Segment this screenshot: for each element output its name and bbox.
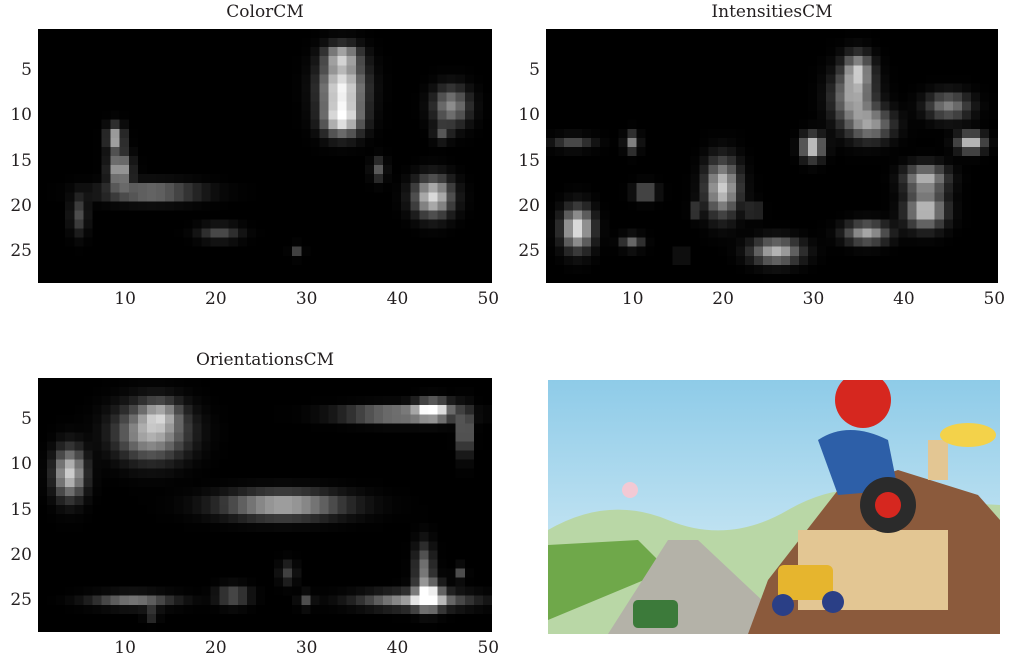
heatmap-plot	[38, 378, 492, 632]
x-tick-label: 20	[205, 638, 227, 658]
x-tick-label: 40	[386, 289, 409, 309]
x-tick-label: 20	[712, 289, 734, 309]
mario-hat	[835, 380, 891, 428]
kart-opponent	[778, 565, 833, 600]
chart-title: IntensitiesCM	[711, 2, 833, 22]
heatmap-image	[546, 29, 998, 283]
y-tick-label: 10	[518, 105, 540, 126]
x-tick-label: 50	[477, 289, 500, 309]
x-tick-label: 40	[893, 289, 915, 309]
opponent-wheel	[822, 591, 844, 613]
y-tick-label: 15	[10, 150, 32, 171]
kart-wheel-hub	[875, 492, 901, 518]
y-tick-label: 20	[518, 195, 540, 216]
chart-title: ColorCM	[226, 2, 304, 22]
x-tick-label: 50	[983, 289, 1006, 309]
y-tick-label: 15	[10, 499, 32, 520]
exhaust-flame	[940, 423, 996, 447]
x-tick-label: 10	[114, 638, 136, 658]
y-tick-label: 25	[518, 241, 540, 262]
y-tick-label: 10	[10, 454, 32, 475]
game-screenshot-image	[548, 380, 1000, 634]
opponent-wheel	[772, 594, 794, 616]
grass-left	[548, 540, 668, 620]
x-tick-label: 10	[114, 289, 136, 309]
kart-racing-scene	[548, 380, 1000, 634]
heatmap-image	[38, 378, 492, 632]
heatmap-plot	[38, 29, 492, 283]
y-tick-label: 25	[10, 590, 32, 611]
y-tick-label: 20	[10, 195, 32, 216]
x-tick-label: 40	[386, 638, 409, 658]
x-tick-label: 10	[621, 289, 644, 309]
tower	[928, 440, 948, 480]
y-tick-label: 15	[518, 150, 540, 171]
y-tick-label: 20	[10, 544, 32, 565]
y-tick-label: 5	[21, 59, 32, 80]
mario-overalls	[818, 430, 898, 495]
heatmap-plot	[546, 29, 998, 283]
x-tick-label: 30	[295, 638, 318, 658]
kart-green	[633, 600, 678, 628]
y-tick-label: 10	[10, 105, 32, 126]
y-tick-label: 25	[10, 241, 32, 262]
y-tick-label: 5	[529, 59, 540, 80]
x-tick-label: 30	[295, 289, 318, 309]
peach-kart	[622, 482, 638, 498]
x-tick-label: 20	[205, 289, 227, 309]
y-tick-label: 5	[21, 408, 32, 429]
heatmap-image	[38, 29, 492, 283]
x-tick-label: 50	[477, 638, 500, 658]
x-tick-label: 30	[802, 289, 825, 309]
chart-title: OrientationsCM	[195, 350, 335, 370]
